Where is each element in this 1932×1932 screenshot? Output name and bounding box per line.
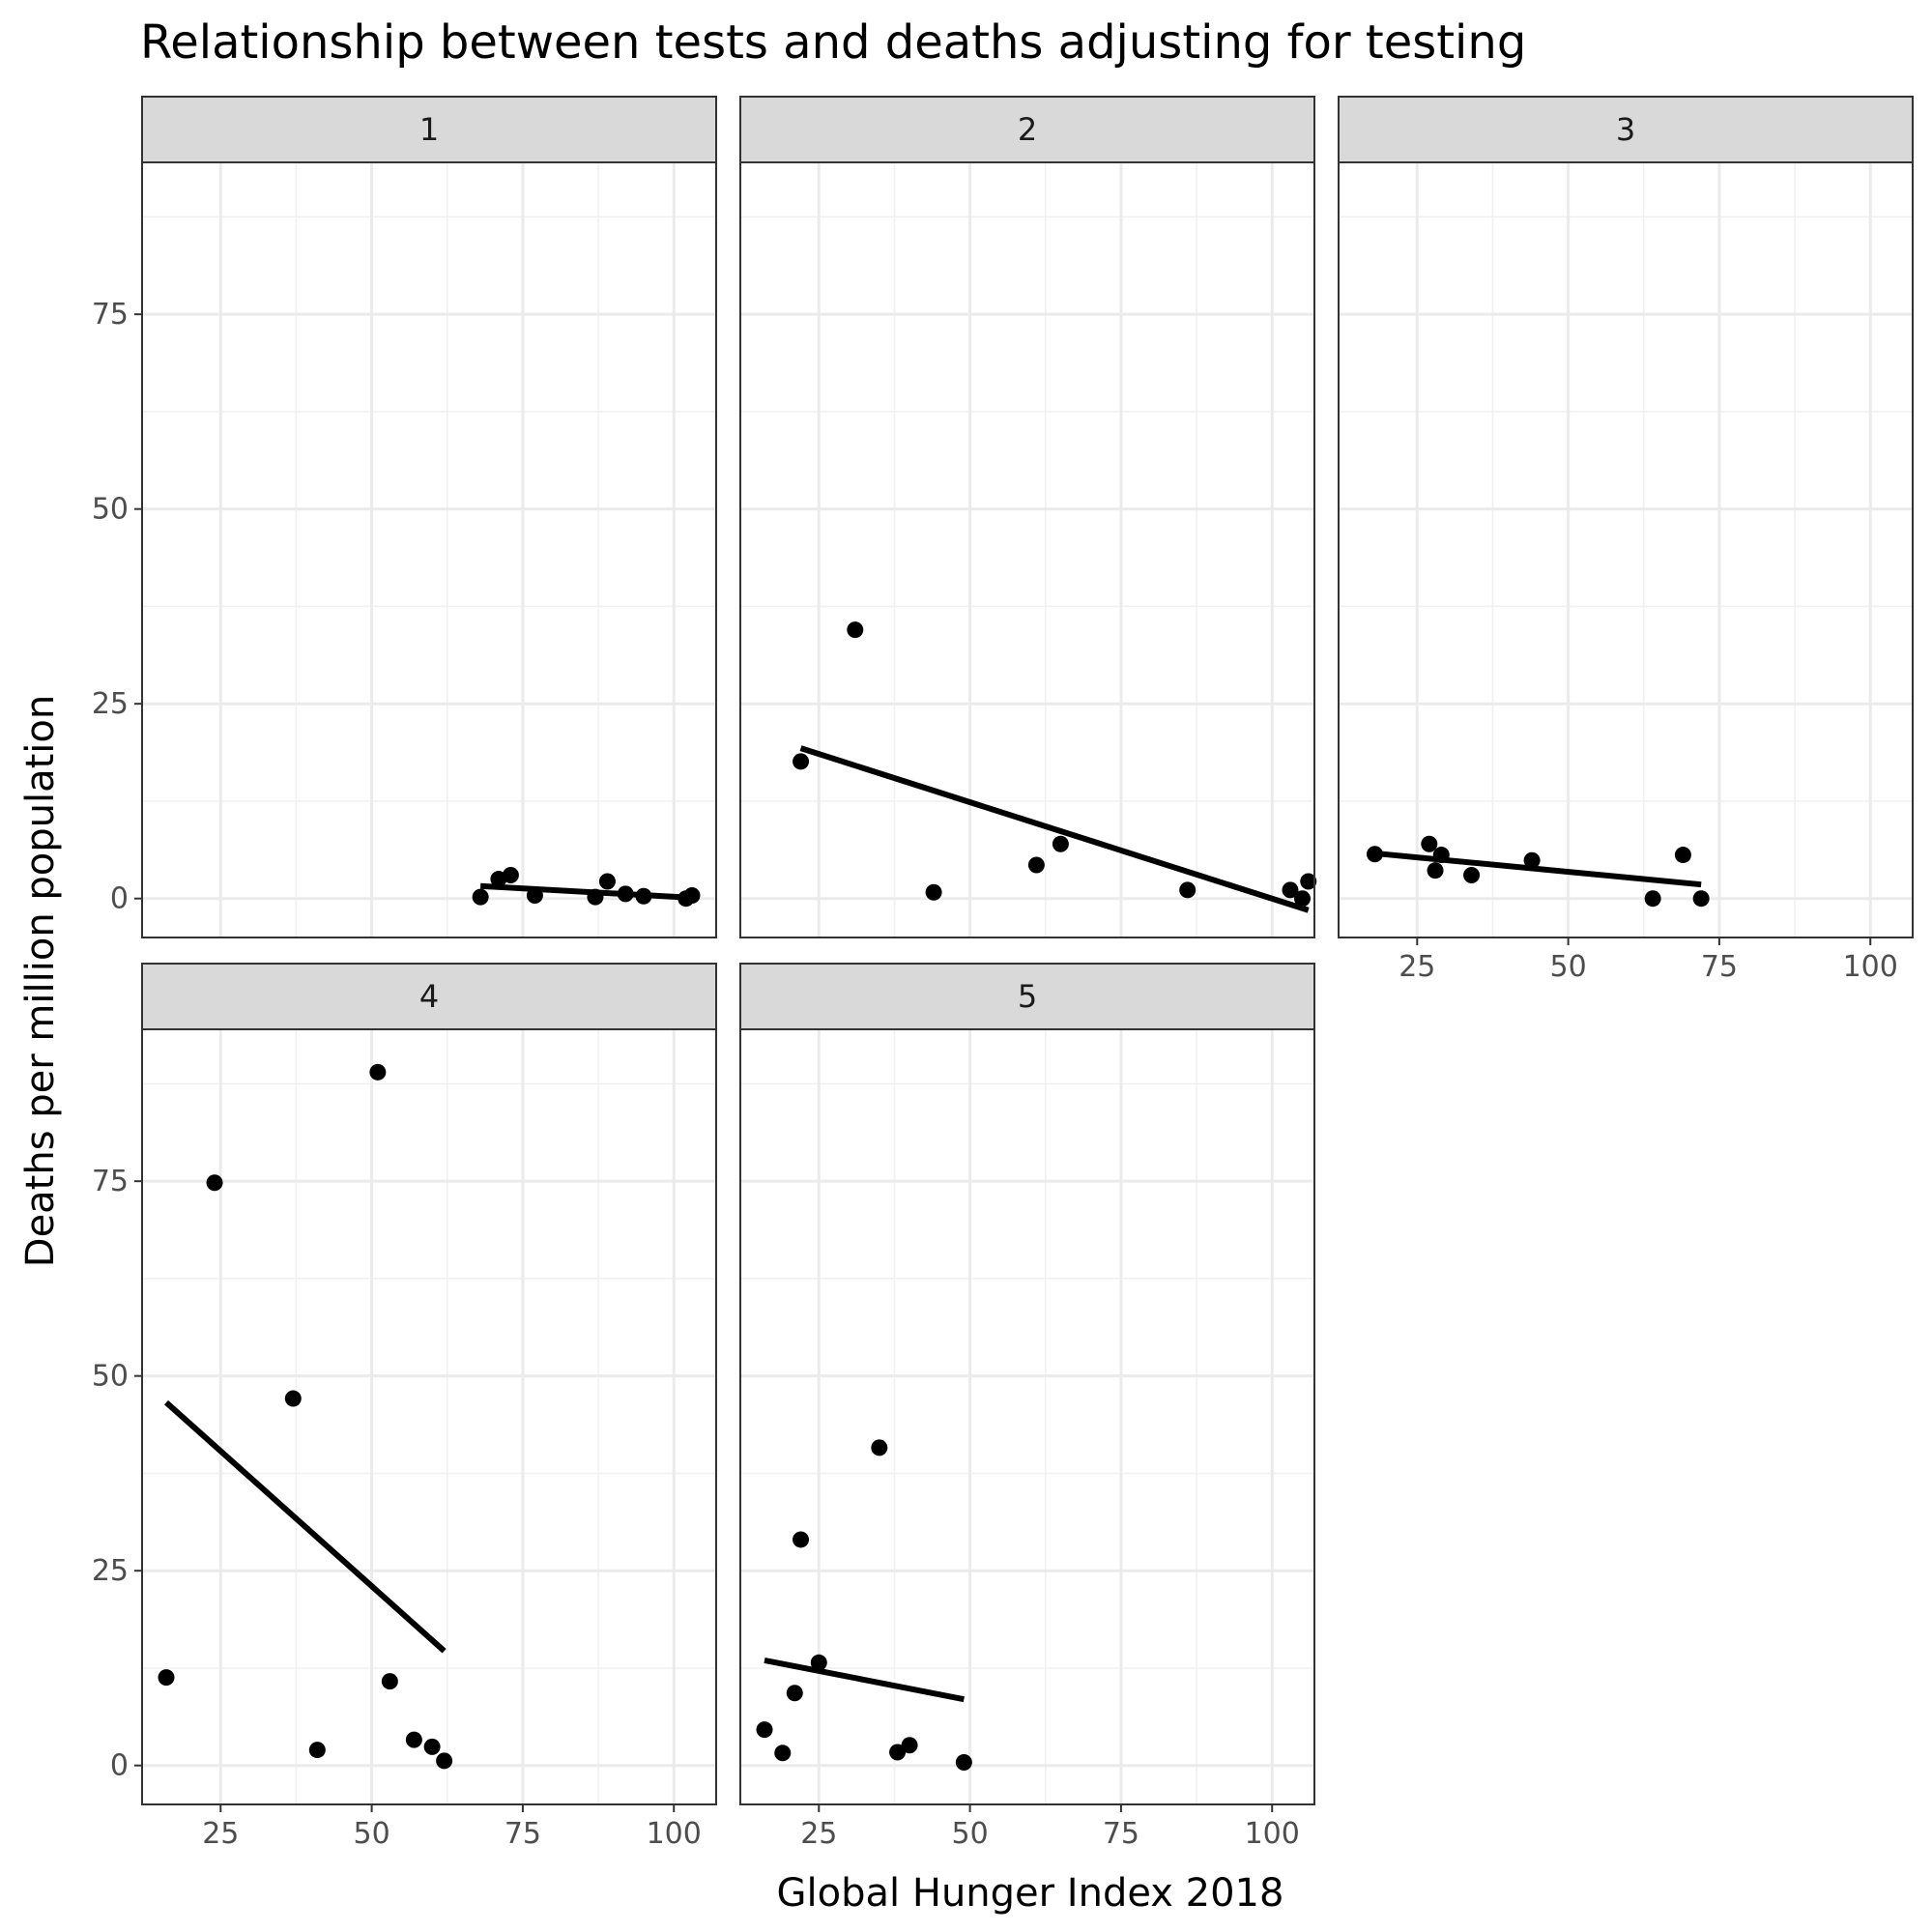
x-tick-label: 75 xyxy=(505,1817,541,1851)
data-point xyxy=(1427,862,1444,879)
facet-strip xyxy=(141,963,717,1030)
data-point xyxy=(436,1752,453,1770)
data-point xyxy=(1052,835,1069,852)
data-point xyxy=(793,1531,810,1548)
facet-panel-3: 3 25 50 75 100 xyxy=(1338,96,1914,984)
data-point xyxy=(1421,835,1438,852)
data-point xyxy=(1300,873,1317,890)
x-axis-title: Global Hunger Index 2018 xyxy=(777,1871,1284,1916)
data-point xyxy=(793,753,810,770)
facet-panel-2: 2 xyxy=(739,96,1317,938)
data-point xyxy=(1282,881,1299,899)
regression-line xyxy=(764,1657,965,1703)
y-tick-label: 50 xyxy=(92,1360,129,1394)
panel-border xyxy=(1338,161,1914,938)
data-point xyxy=(1692,890,1710,908)
data-point xyxy=(158,1669,175,1687)
data-point xyxy=(1523,851,1541,869)
y-axis-title: Deaths per million population xyxy=(18,695,63,1267)
facet-strip-label: 2 xyxy=(1018,111,1037,148)
data-point xyxy=(405,1731,422,1748)
chart-title: Relationship between tests and deaths ad… xyxy=(140,15,1526,70)
data-point xyxy=(1027,856,1045,874)
data-point xyxy=(423,1738,441,1755)
data-point xyxy=(1367,846,1384,863)
data-point xyxy=(871,1439,888,1456)
data-point xyxy=(810,1654,827,1671)
x-tick-label: 50 xyxy=(952,1817,989,1851)
x-tick-label: 25 xyxy=(202,1817,239,1851)
regression-line xyxy=(799,745,1310,913)
data-point xyxy=(308,1742,326,1759)
regression-line xyxy=(1374,850,1702,888)
plot-background xyxy=(740,162,1314,937)
data-point xyxy=(369,1063,387,1081)
panel-border xyxy=(739,161,1315,938)
data-point xyxy=(1644,890,1661,908)
facet-strip xyxy=(739,96,1315,163)
y-tick-label: 75 xyxy=(92,1165,129,1198)
facet-strip-label: 4 xyxy=(419,978,439,1015)
panel-border xyxy=(141,161,717,938)
facet-panel-4: 4 0 25 50 75 25 50 75 100 xyxy=(92,963,717,1851)
data-point xyxy=(502,867,519,884)
facet-strip-label: 5 xyxy=(1018,978,1037,1015)
panel-border xyxy=(739,1028,1315,1805)
data-point xyxy=(889,1744,907,1761)
facet-strip xyxy=(1338,96,1914,163)
y-tick-label: 50 xyxy=(92,493,129,527)
data-point xyxy=(526,886,543,904)
x-tick-label: 75 xyxy=(1701,950,1738,984)
data-point xyxy=(472,888,489,906)
x-tick-label: 100 xyxy=(1245,1817,1300,1851)
data-point xyxy=(587,888,604,906)
data-point xyxy=(1179,881,1197,899)
facet-strip xyxy=(141,96,717,163)
plot-background xyxy=(142,1029,716,1804)
regression-line xyxy=(479,882,693,901)
data-point xyxy=(955,1753,972,1771)
x-tick-label: 25 xyxy=(800,1817,837,1851)
x-tick-label: 100 xyxy=(1843,950,1898,984)
x-tick-label: 25 xyxy=(1399,950,1435,984)
facet-strip xyxy=(739,963,1315,1030)
data-point xyxy=(284,1390,302,1407)
data-point xyxy=(1293,890,1311,908)
y-tick-label: 25 xyxy=(92,1554,129,1588)
data-point xyxy=(1463,867,1481,884)
data-point xyxy=(786,1685,803,1702)
plot-background xyxy=(142,162,716,937)
y-tick-label: 0 xyxy=(110,1749,129,1783)
facet-panel-1: 1 0 25 50 75 xyxy=(92,96,717,938)
data-point xyxy=(847,621,864,639)
y-tick-label: 0 xyxy=(110,882,129,916)
regression-line xyxy=(164,1399,447,1654)
y-tick-label: 25 xyxy=(92,687,129,721)
data-point xyxy=(756,1721,773,1739)
data-point xyxy=(1432,847,1450,864)
data-point xyxy=(1674,847,1691,864)
y-tick-label: 75 xyxy=(92,298,129,332)
x-tick-label: 50 xyxy=(1550,950,1587,984)
data-point xyxy=(635,887,652,905)
x-tick-label: 100 xyxy=(647,1817,702,1851)
facet-strip-label: 1 xyxy=(419,111,439,148)
facet-panel-5: 5 25 50 75 100 xyxy=(739,963,1315,1851)
panel-border xyxy=(141,1028,717,1805)
data-point xyxy=(598,873,616,890)
data-point xyxy=(617,885,634,903)
x-tick-label: 75 xyxy=(1103,1817,1139,1851)
plot-background xyxy=(1339,162,1913,937)
data-point xyxy=(683,886,701,904)
data-point xyxy=(925,883,942,901)
facet-strip-label: 3 xyxy=(1616,111,1635,148)
plot-background xyxy=(740,1029,1314,1804)
data-point xyxy=(206,1174,223,1192)
data-point xyxy=(381,1673,398,1690)
data-point xyxy=(901,1737,918,1754)
x-tick-label: 50 xyxy=(354,1817,390,1851)
data-point xyxy=(774,1745,792,1762)
